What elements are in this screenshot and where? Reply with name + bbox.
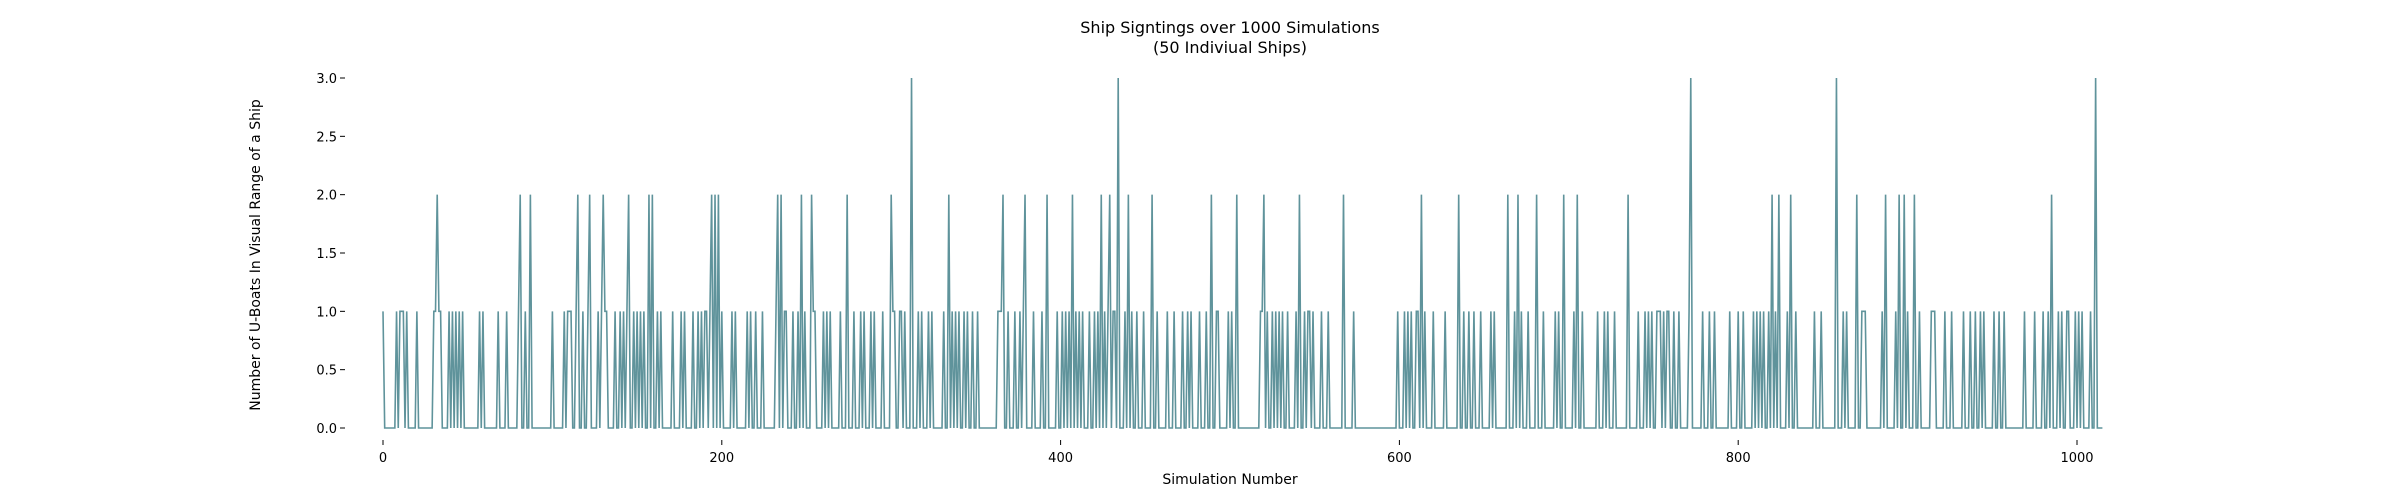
x-axis-label: Simulation Number	[1162, 472, 1298, 488]
x-tick-label: 200	[709, 451, 734, 466]
chart-subtitle: (50 Indiviual Ships)	[1153, 38, 1307, 57]
y-tick-label: 2.0	[316, 189, 337, 204]
x-tick-label: 1000	[2060, 451, 2093, 466]
x-tick-label: 0	[379, 451, 387, 466]
x-tick-label: 600	[1387, 451, 1412, 466]
x-tick-label: 400	[1048, 451, 1073, 466]
y-tick-label: 1.5	[316, 247, 337, 262]
series-line-0	[382, 77, 2103, 429]
y-axis: 0.0 0.5 1.0 1.5 2.0 2.5 3.0	[316, 72, 345, 437]
plot-area	[382, 77, 2103, 429]
y-tick-label: 2.5	[316, 130, 337, 145]
y-tick-label: 3.0	[316, 72, 337, 87]
x-axis: 0 200 400 600 800 1000	[379, 440, 2094, 466]
x-tick-label: 800	[1726, 451, 1751, 466]
chart-title: Ship Signtings over 1000 Simulations	[1080, 18, 1379, 37]
y-axis-label: Number of U-Boats In Visual Range of a S…	[248, 99, 264, 411]
y-tick-label: 1.0	[316, 305, 337, 320]
y-tick-label: 0.0	[316, 422, 337, 437]
y-tick-label: 0.5	[316, 364, 337, 379]
